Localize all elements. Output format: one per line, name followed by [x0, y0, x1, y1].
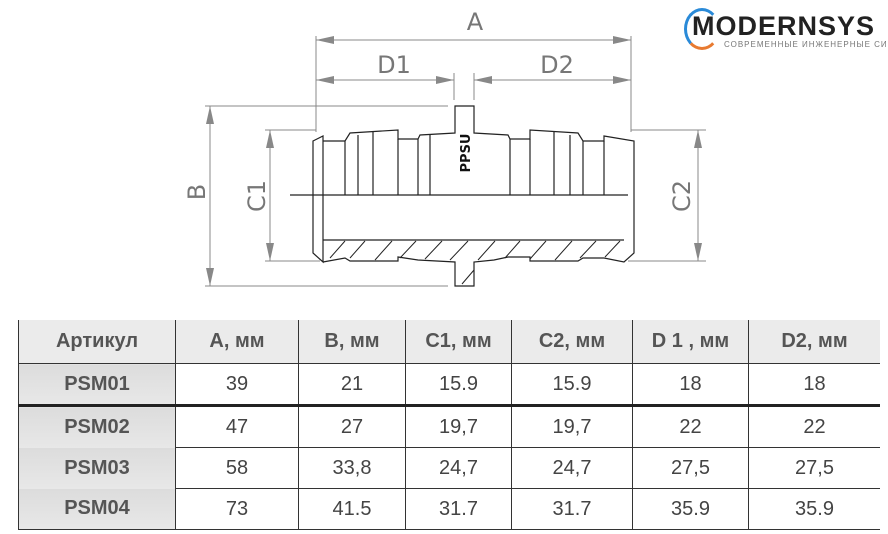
cell-c1: 31.7	[405, 488, 512, 530]
fitting-technical-drawing: A D1 D2 B C1 C2 PPSU	[183, 8, 706, 287]
header-c2: C2, мм	[511, 320, 633, 364]
cell-a: 39	[175, 363, 299, 406]
section-hatching	[329, 240, 621, 285]
label-b: B	[183, 184, 211, 200]
cell-d2: 35.9	[748, 488, 880, 530]
table-row: PSM03 58 33,8 24,7 24,7 27,5 27,5	[18, 447, 880, 489]
fitting-outline	[290, 105, 635, 287]
cell-b: 33,8	[298, 447, 406, 489]
cell-b: 27	[298, 404, 406, 448]
header-b: B, мм	[298, 320, 406, 364]
dimension-arrows	[206, 36, 702, 286]
cell-d1: 27,5	[632, 447, 749, 489]
logo-name: MODERNSYS	[692, 11, 876, 41]
cell-b: 41.5	[298, 488, 406, 530]
table-row: PSM04 73 41.5 31.7 31.7 35.9 35.9	[18, 488, 880, 530]
cell-d2: 22	[748, 404, 880, 448]
cell-d2: 27,5	[748, 447, 880, 489]
header-d2: D2, мм	[748, 320, 880, 364]
header-a: A, мм	[175, 320, 299, 364]
label-d2: D2	[540, 51, 574, 79]
cell-d2: 18	[748, 363, 880, 406]
header-d1: D 1 , мм	[632, 320, 749, 364]
cell-c1: 19,7	[405, 404, 512, 448]
dimensions-table: Артикул A, мм B, мм C1, мм C2, мм D 1 , …	[18, 320, 880, 530]
table-header-row: Артикул A, мм B, мм C1, мм C2, мм D 1 , …	[18, 320, 880, 364]
cell-d1: 35.9	[632, 488, 749, 530]
cell-c2: 31.7	[511, 488, 633, 530]
label-a: A	[467, 8, 484, 36]
cell-article: PSM01	[18, 363, 176, 406]
cell-a: 73	[175, 488, 299, 530]
cell-c1: 24,7	[405, 447, 512, 489]
cell-a: 47	[175, 404, 299, 448]
logo-ring-icon	[684, 8, 720, 50]
table-row: PSM01 39 21 15.9 15.9 18 18	[18, 363, 880, 406]
cell-b: 21	[298, 363, 406, 406]
header-c1: C1, мм	[405, 320, 512, 364]
watermark-logo: MODERNSYS СОВРЕМЕННЫЕ ИНЖЕНЕРНЫЕ СИСТЕМЫ	[684, 8, 888, 52]
label-c1: C1	[243, 180, 271, 212]
cell-c2: 24,7	[511, 447, 633, 489]
label-c2: C2	[668, 180, 696, 212]
cell-article: PSM03	[18, 447, 176, 489]
dimension-lines	[205, 36, 706, 287]
cell-article: PSM04	[18, 488, 176, 530]
header-article: Артикул	[18, 320, 176, 364]
cell-c2: 15.9	[511, 363, 633, 406]
cell-d1: 18	[632, 363, 749, 406]
cell-a: 58	[175, 447, 299, 489]
table-row: PSM02 47 27 19,7 19,7 22 22	[18, 404, 880, 448]
cell-article: PSM02	[18, 404, 176, 448]
cell-d1: 22	[632, 404, 749, 448]
material-marking: PPSU	[459, 134, 474, 173]
cell-c1: 15.9	[405, 363, 512, 406]
cell-c2: 19,7	[511, 404, 633, 448]
label-d1: D1	[377, 51, 411, 79]
logo-tagline: СОВРЕМЕННЫЕ ИНЖЕНЕРНЫЕ СИСТЕМЫ	[724, 40, 888, 49]
